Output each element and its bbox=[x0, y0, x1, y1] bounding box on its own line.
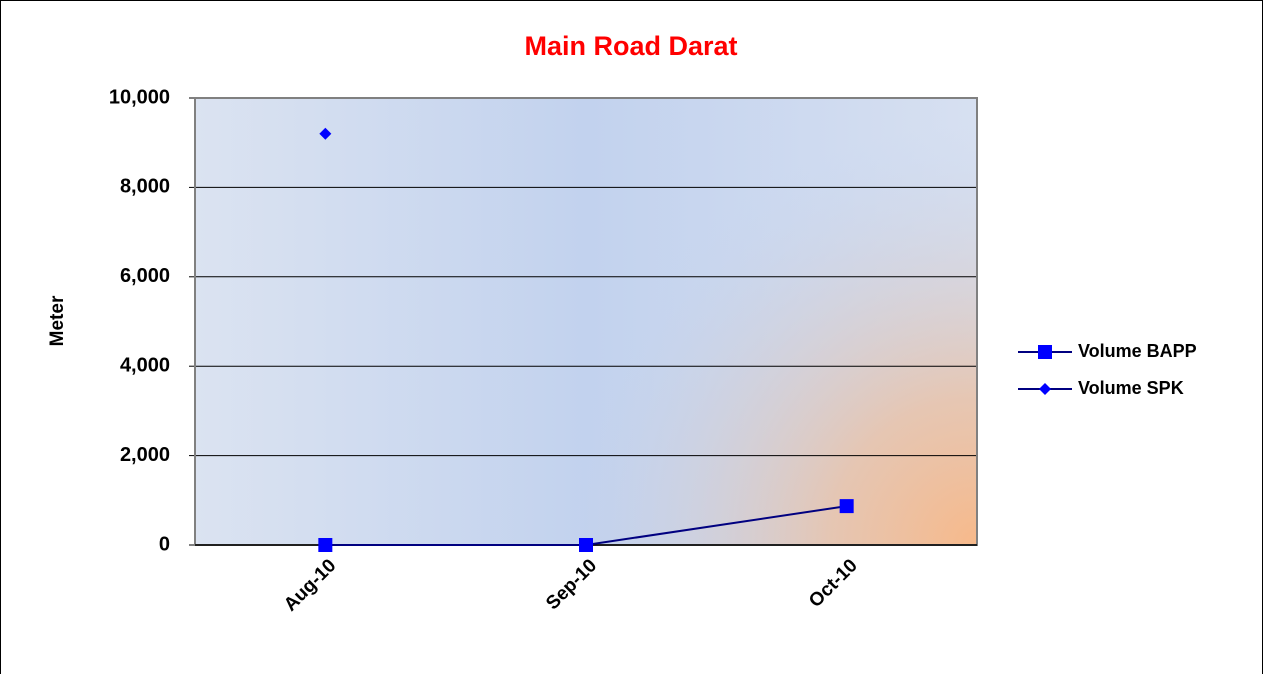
legend-marker bbox=[1038, 345, 1052, 359]
y-tick-label: 4,000 bbox=[120, 354, 170, 376]
legend-label: Volume BAPP bbox=[1078, 341, 1197, 361]
data-point bbox=[319, 127, 332, 140]
plot-background-glow bbox=[195, 98, 977, 545]
data-point bbox=[579, 538, 593, 552]
y-tick-label: 2,000 bbox=[120, 444, 170, 466]
data-point bbox=[839, 499, 854, 514]
y-tick-label: 10,000 bbox=[109, 86, 170, 108]
y-tick-label: 6,000 bbox=[120, 265, 170, 287]
chart-title: Main Road Darat bbox=[524, 31, 737, 61]
y-axis-title: Meter bbox=[47, 295, 68, 346]
legend-marker bbox=[1039, 383, 1051, 395]
y-tick-label: 8,000 bbox=[120, 176, 170, 198]
data-point bbox=[318, 538, 333, 552]
y-tick-label: 0 bbox=[159, 533, 170, 555]
legend-label: Volume SPK bbox=[1078, 378, 1184, 398]
